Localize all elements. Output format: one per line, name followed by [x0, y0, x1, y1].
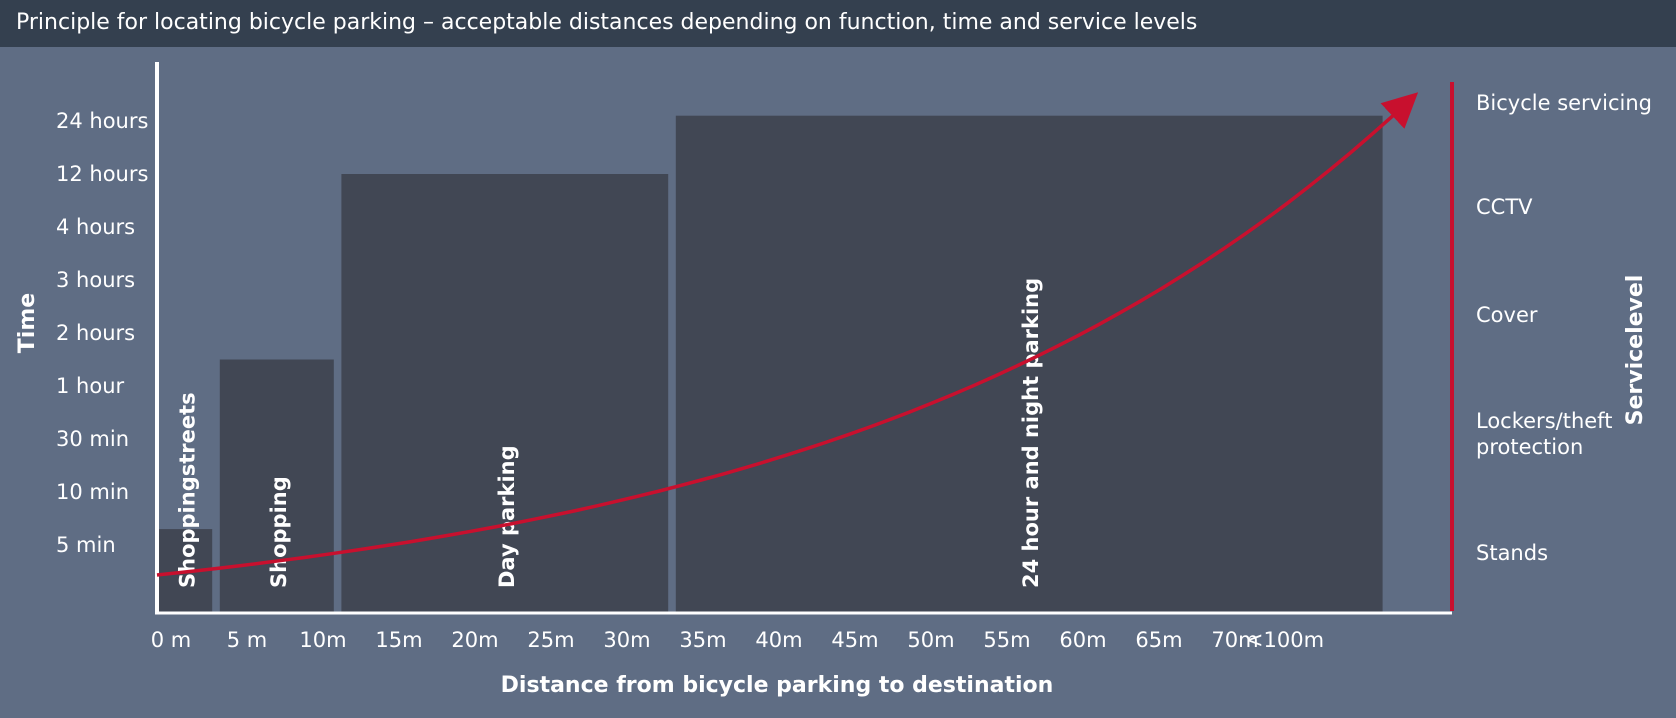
x-tick-label: <100m [1246, 628, 1324, 652]
x-tick-label: 50m [907, 628, 954, 652]
x-tick-label: 65m [1135, 628, 1182, 652]
bars-layer: Shoppingstreets Shopping Day parking 24 hou… [159, 115, 1383, 612]
x-tick-label: 5 m [227, 628, 268, 652]
chart-title: Principle for locating bicycle parking –… [16, 10, 1198, 35]
bar-day-parking [341, 174, 669, 612]
x-tick-label: 45m [831, 628, 878, 652]
x-tick-label: 55m [983, 628, 1030, 652]
bar-label-day-parking: Day parking [495, 445, 519, 588]
y-tick-labels: 5 min 10 min 30 min 1 hour 2 hours 3 hours 4 h… [56, 109, 148, 557]
service-level-label: Lockers/theft protection [1476, 409, 1612, 459]
y-tick-label: 12 hours [56, 162, 148, 186]
y-tick-label: 1 hour [56, 374, 125, 398]
x-tick-label: 40m [755, 628, 802, 652]
service-level-label: Cover [1476, 303, 1538, 327]
y-tick-label: 2 hours [56, 321, 135, 345]
x-tick-label: 25m [527, 628, 574, 652]
service-level-label: Bicycle servicing [1476, 91, 1652, 115]
bar-label-shopping: Shopping [267, 476, 291, 588]
service-level-label: CCTV [1476, 195, 1533, 219]
bar-label-shoppingstreets: Shoppingstreets [176, 392, 200, 588]
y-tick-label: 5 min [56, 533, 116, 557]
x-tick-label: 10m [299, 628, 346, 652]
service-level-label-line: protection [1476, 435, 1583, 459]
service-level-label: Stands [1476, 541, 1548, 565]
bar-label-24-hour-and-night-parking: 24 hour and night parking [1019, 278, 1043, 588]
title-bar: Principle for locating bicycle parking –… [0, 0, 1676, 47]
x-axis-title: Distance from bicycle parking to destina… [501, 673, 1054, 698]
service-level-curve [156, 92, 1419, 577]
x-tick-label: 60m [1059, 628, 1106, 652]
y-tick-label: 30 min [56, 427, 129, 451]
y-tick-label: 3 hours [56, 268, 135, 292]
x-tick-label: 30m [603, 628, 650, 652]
y-axis-title: Time [15, 293, 40, 353]
x-tick-label: 35m [679, 628, 726, 652]
x-tick-label: 15m [375, 628, 422, 652]
x-tick-labels: 0 m 5 m 10m 15m 20m 25m 30m 35m 40m 45m 50m 55m 60m 6… [151, 628, 1324, 652]
servicelevel-axis-title: Servicelevel [1623, 275, 1648, 426]
y-tick-label: 10 min [56, 480, 129, 504]
service-level-labels: Stands Lockers/theft protection Cover CCTV Bi… [1476, 91, 1652, 565]
y-tick-label: 24 hours [56, 109, 148, 133]
bar-shopping [219, 359, 334, 612]
curve-layer [156, 92, 1419, 577]
x-tick-label: 20m [451, 628, 498, 652]
x-tick-label: 0 m [151, 628, 192, 652]
x-tick-label: 70m [1211, 628, 1258, 652]
y-tick-label: 4 hours [56, 215, 135, 239]
bar-24-hour-and-night-parking [675, 115, 1383, 612]
service-level-label-line: Lockers/theft [1476, 409, 1612, 433]
